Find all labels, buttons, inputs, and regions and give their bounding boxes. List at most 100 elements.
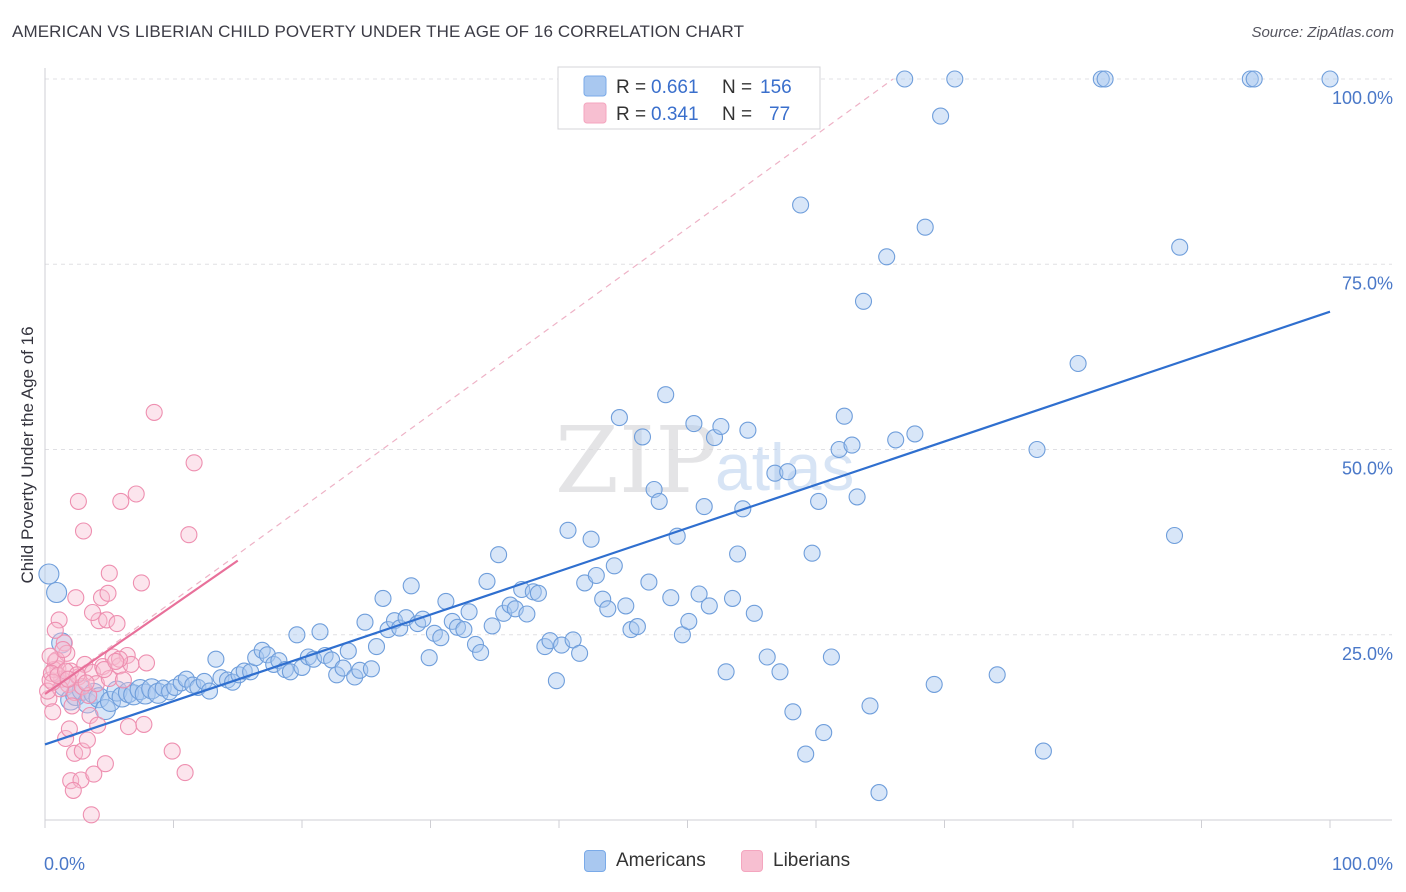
american-point-97 [599,600,617,618]
liberian-point-18 [67,589,85,607]
american-point-132 [803,544,821,562]
american-point-57 [367,638,386,656]
liberians-points [39,403,203,824]
liberian-point-13 [63,697,81,715]
legend-swatch-liberians [583,102,607,124]
american-point-135 [822,648,840,666]
legend-r-label-liberians: R = [616,104,646,125]
american-point-72 [455,621,473,639]
liberian-point-52 [96,755,114,773]
legend-n-value-americans: 156 [760,77,792,98]
american-point-134 [815,724,833,742]
american-point-99 [610,409,628,427]
american-point-63 [402,577,420,595]
american-point-138 [843,436,861,454]
series-legend: Americans Liberians [0,850,1406,880]
american-point-115 [700,597,718,615]
american-point-76 [478,572,496,590]
american-point-156 [1096,70,1114,88]
x-tick-label-0: 0.0% [44,854,85,874]
american-point-155 [1092,70,1110,88]
liberian-point-56 [119,718,138,736]
american-point-92 [571,644,589,662]
american-point-75 [472,643,490,662]
american-point-83 [518,605,536,623]
american-point-131 [797,745,815,763]
american-point-154 [1069,354,1087,373]
american-point-44 [293,658,311,676]
american-point-104 [640,573,658,591]
american-point-78 [490,546,508,564]
american-point-148 [925,675,943,693]
american-point-141 [861,697,879,715]
american-point-136 [830,440,848,459]
legend-n-label-liberians: N = [722,104,752,125]
american-point-29 [207,650,225,668]
liberian-point-23 [100,669,118,688]
american-point-49 [323,651,341,669]
american-point-0 [38,563,60,585]
american-point-58 [374,589,392,607]
american-point-139 [848,488,866,506]
liberian-point-31 [69,492,87,510]
american-point-127 [771,663,789,681]
american-point-147 [916,218,934,236]
american-point-94 [582,530,600,548]
liberian-point-65 [42,664,60,682]
liberian-point-76 [46,621,64,639]
american-point-152 [1028,440,1046,459]
legend-r-label-americans: R = [616,77,646,98]
american-point-140 [854,292,873,310]
american-point-73 [460,603,478,621]
y-tick-label-1: 50.0% [1342,459,1393,479]
series-legend-americans: Americans [584,850,706,872]
chart-title: AMERICAN VS LIBERIAN CHILD POVERTY UNDER… [12,22,745,41]
watermark-atlas: atlas [715,430,854,504]
american-point-102 [628,618,646,636]
american-point-50 [328,666,346,684]
series-swatch-americans [584,850,606,872]
liberians-trend-line [44,559,239,695]
american-point-55 [356,613,374,631]
liberian-point-8 [50,611,68,629]
x-tick-label-1: 100.0% [1332,854,1393,874]
american-point-130 [792,196,810,214]
american-point-37 [253,641,271,659]
american-point-1 [46,581,68,604]
liberian-point-71 [77,674,95,692]
american-point-106 [650,492,668,510]
american-point-95 [587,566,605,585]
american-point-158 [1171,238,1189,256]
y-tick-label-0: 25.0% [1342,644,1393,664]
american-point-113 [690,585,708,603]
american-point-159 [1241,70,1259,88]
american-point-56 [362,660,380,678]
watermark-zip: ZIP [555,407,717,514]
liberian-point-22 [98,611,116,629]
liberian-point-51 [85,765,103,783]
american-point-133 [810,492,828,510]
liberian-point-46 [73,742,91,760]
liberian-point-6 [55,634,73,652]
legend-n-value-liberians: 77 [769,104,790,125]
american-point-120 [729,545,747,563]
liberian-point-32 [112,492,130,510]
american-point-123 [745,604,763,622]
liberian-point-60 [82,806,100,824]
stats-legend: R = 0.661 N = 156 R = 0.341 N = 77 [557,66,821,130]
american-point-161 [1321,70,1339,88]
axes [44,68,1392,828]
liberian-point-27 [114,671,132,689]
american-point-149 [932,107,950,125]
legend-r-value-americans: 0.661 [651,77,699,98]
liberian-point-54 [89,716,107,734]
american-point-151 [988,666,1006,684]
source-label: Source: ZipAtlas.com [1251,24,1394,41]
liberian-point-72 [95,661,113,679]
liberian-point-47 [78,731,96,749]
american-point-66 [420,649,438,667]
american-point-88 [547,672,565,690]
american-point-142 [870,784,888,802]
american-point-118 [717,663,735,681]
